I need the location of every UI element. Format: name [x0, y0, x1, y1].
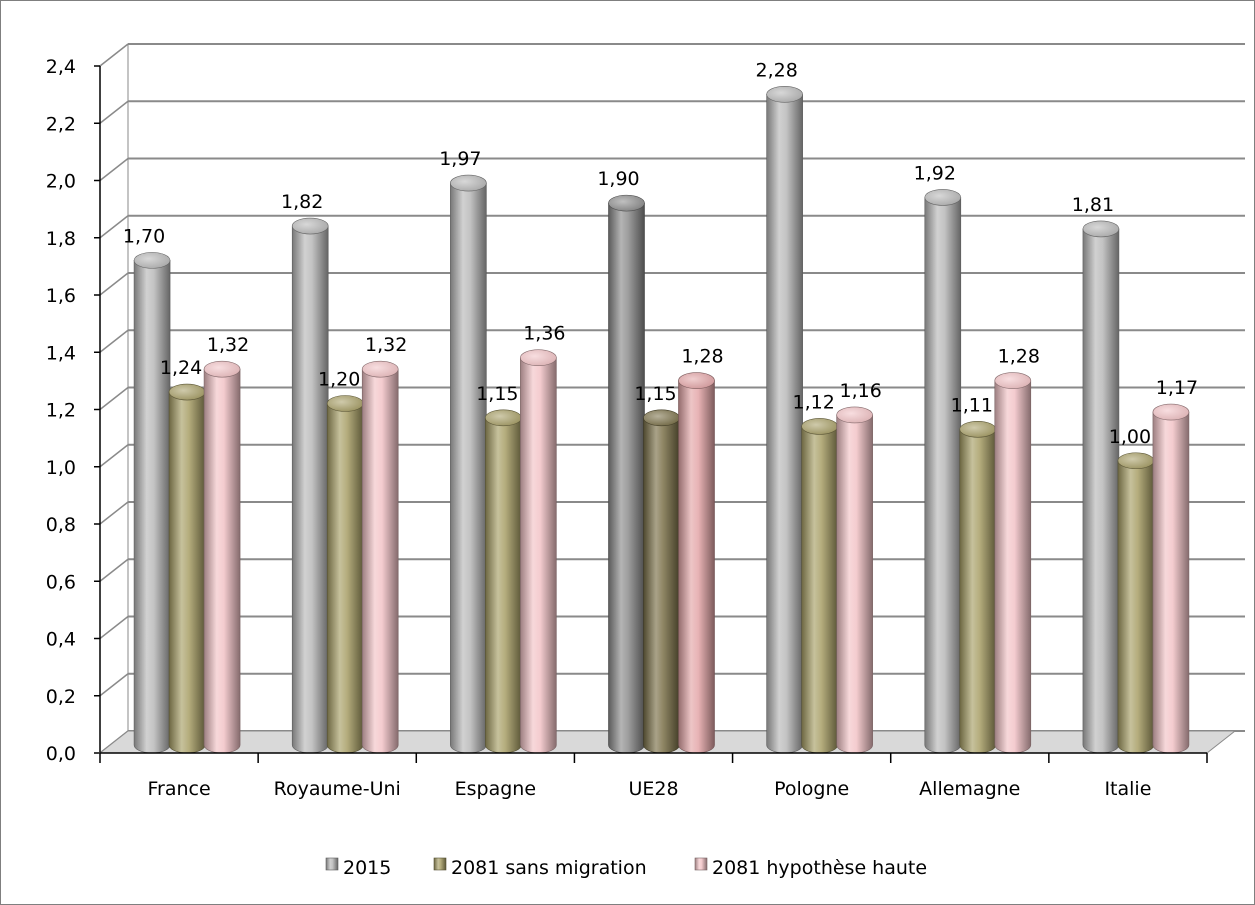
- data-label: 1,16: [839, 380, 881, 402]
- gridline-side: [99, 386, 129, 411]
- bar: [326, 395, 364, 754]
- data-label: 1,32: [365, 334, 407, 356]
- data-label: 1,17: [1156, 377, 1198, 399]
- legend-label: 2015: [343, 857, 391, 879]
- gridline-side: [99, 615, 129, 640]
- data-label: 1,81: [1072, 194, 1114, 216]
- bar: [520, 349, 557, 754]
- x-tick-label: Royaume-Uni: [274, 778, 401, 800]
- bar: [485, 409, 522, 754]
- bar: [361, 360, 399, 754]
- y-tick-label: 1,0: [46, 457, 76, 479]
- data-label: 1,11: [951, 394, 993, 416]
- x-tick-label: Allemagne: [919, 778, 1020, 800]
- x-axis: France Royaume-Uni Espagne UE28 Pologne Allem…: [99, 752, 1208, 800]
- x-tick-label: Italie: [1104, 778, 1151, 800]
- y-tick-label: 0,6: [46, 571, 76, 593]
- bar: [643, 409, 680, 754]
- bar: [678, 372, 715, 754]
- bar: [1082, 220, 1120, 754]
- x-tick-label: France: [147, 778, 210, 800]
- data-label: 1,32: [207, 334, 249, 356]
- y-tick-label: 0,0: [46, 743, 76, 765]
- gridline-side: [99, 215, 129, 239]
- data-label: 1,20: [318, 369, 360, 391]
- bar: [924, 189, 962, 754]
- y-tick-label: 1,2: [46, 400, 76, 422]
- gridline-side: [99, 100, 129, 124]
- gridline-side: [99, 329, 129, 353]
- data-label: 1,15: [634, 383, 676, 405]
- data-label: 1,28: [681, 346, 723, 368]
- bar: [1117, 452, 1155, 754]
- y-tick-label: 0,8: [46, 514, 76, 536]
- gridline-side: [99, 444, 129, 468]
- y-tick-label: 1,8: [46, 228, 76, 250]
- bar: [450, 174, 487, 754]
- legend-label: 2081 hypothèse haute: [712, 857, 927, 879]
- bars: [133, 86, 1190, 754]
- bar: [994, 372, 1032, 754]
- data-labels: 1,701,241,321,821,201,321,971,151,361,90…: [123, 59, 1198, 447]
- y-tick-label: 1,4: [46, 342, 76, 364]
- legend: 2015 2081 sans migration 2081 hypothèse ha…: [325, 857, 927, 879]
- legend-swatch: [433, 857, 447, 871]
- gridline-side: [99, 157, 129, 182]
- data-label: 1,82: [281, 191, 323, 213]
- y-axis: 0,0 0,2 0,4 0,6 0,8 1,0 1,2 1,4 1,6 1,8 2,0 2,2 2,4: [46, 56, 101, 765]
- bar: [836, 406, 873, 754]
- gridline-side: [99, 43, 129, 67]
- x-tick-label: Espagne: [455, 778, 536, 800]
- bar: [766, 86, 803, 754]
- x-tick-label: UE28: [628, 778, 678, 800]
- data-label: 1,90: [597, 168, 639, 190]
- bar: [608, 194, 645, 754]
- bar: [203, 360, 241, 754]
- y-tick-label: 2,2: [46, 113, 76, 135]
- bar: [168, 383, 206, 754]
- bar: [801, 418, 838, 754]
- y-tick-label: 0,4: [46, 629, 76, 651]
- y-tick-label: 2,0: [46, 171, 76, 193]
- legend-swatch: [694, 857, 708, 871]
- data-label: 1,28: [998, 346, 1040, 368]
- data-label: 1,00: [1109, 426, 1151, 448]
- bar: [1152, 403, 1190, 754]
- gridline-side: [99, 501, 129, 525]
- legend-swatch: [325, 857, 339, 871]
- y-tick-label: 0,2: [46, 686, 76, 708]
- bar: [291, 217, 329, 754]
- x-tick-label: Pologne: [774, 778, 849, 800]
- y-tick-label: 1,6: [46, 285, 76, 307]
- data-label: 1,12: [792, 391, 834, 413]
- data-label: 1,36: [523, 323, 565, 345]
- bar: [959, 420, 997, 754]
- bar: [133, 252, 171, 754]
- legend-label: 2081 sans migration: [451, 857, 647, 879]
- data-label: 1,70: [123, 225, 165, 247]
- gridline-side: [99, 272, 129, 296]
- gridline-side: [99, 558, 129, 582]
- data-label: 1,15: [476, 383, 518, 405]
- gridline-side: [99, 673, 129, 697]
- data-label: 1,97: [439, 148, 481, 170]
- y-tick-label: 2,4: [46, 56, 76, 78]
- data-label: 2,28: [755, 59, 797, 81]
- data-label: 1,24: [160, 357, 202, 379]
- data-label: 1,92: [914, 162, 956, 184]
